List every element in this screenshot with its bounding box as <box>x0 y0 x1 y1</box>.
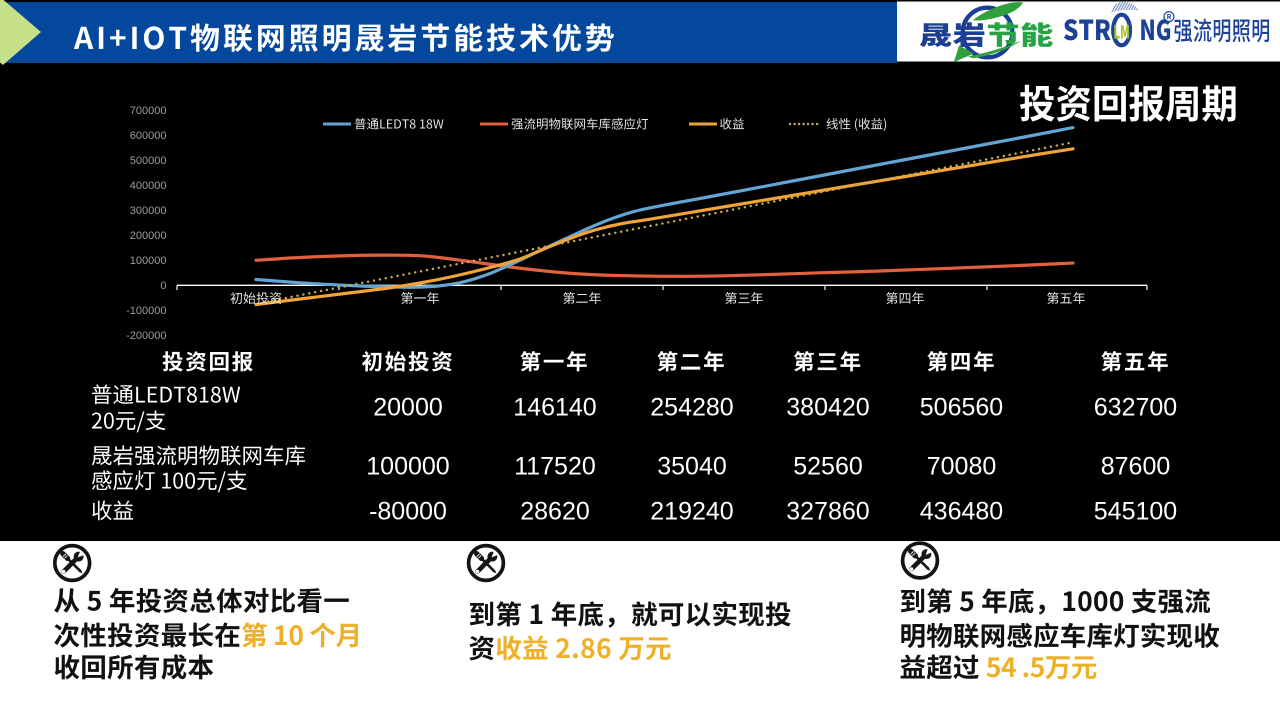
svg-text:100000: 100000 <box>366 453 449 481</box>
svg-text:632700: 632700 <box>1094 394 1177 422</box>
svg-text:700000: 700000 <box>130 105 167 117</box>
svg-text:-100000: -100000 <box>126 305 166 317</box>
svg-text:20000: 20000 <box>373 394 443 422</box>
svg-text:545100: 545100 <box>1094 498 1177 526</box>
svg-text:87600: 87600 <box>1101 453 1171 481</box>
svg-text:-80000: -80000 <box>369 498 447 526</box>
svg-text:436480: 436480 <box>920 498 1003 526</box>
svg-text:300000: 300000 <box>130 205 167 217</box>
svg-text:400000: 400000 <box>130 180 167 192</box>
svg-text:117520: 117520 <box>514 453 596 481</box>
svg-text:100000: 100000 <box>130 255 167 267</box>
svg-text:28620: 28620 <box>520 498 590 526</box>
svg-text:500000: 500000 <box>130 155 167 167</box>
svg-text:219240: 219240 <box>650 498 733 526</box>
svg-text:-200000: -200000 <box>126 330 166 342</box>
svg-text:35040: 35040 <box>657 453 727 481</box>
svg-text:146140: 146140 <box>513 394 596 422</box>
svg-text:600000: 600000 <box>130 130 167 142</box>
svg-text:200000: 200000 <box>130 230 167 242</box>
svg-text:506560: 506560 <box>920 394 1003 422</box>
svg-text:52560: 52560 <box>793 453 863 481</box>
svg-text:0: 0 <box>160 280 166 292</box>
svg-text:70080: 70080 <box>927 453 997 481</box>
svg-text:254280: 254280 <box>650 394 733 422</box>
svg-text:380420: 380420 <box>786 394 869 422</box>
svg-text:327860: 327860 <box>786 498 869 526</box>
